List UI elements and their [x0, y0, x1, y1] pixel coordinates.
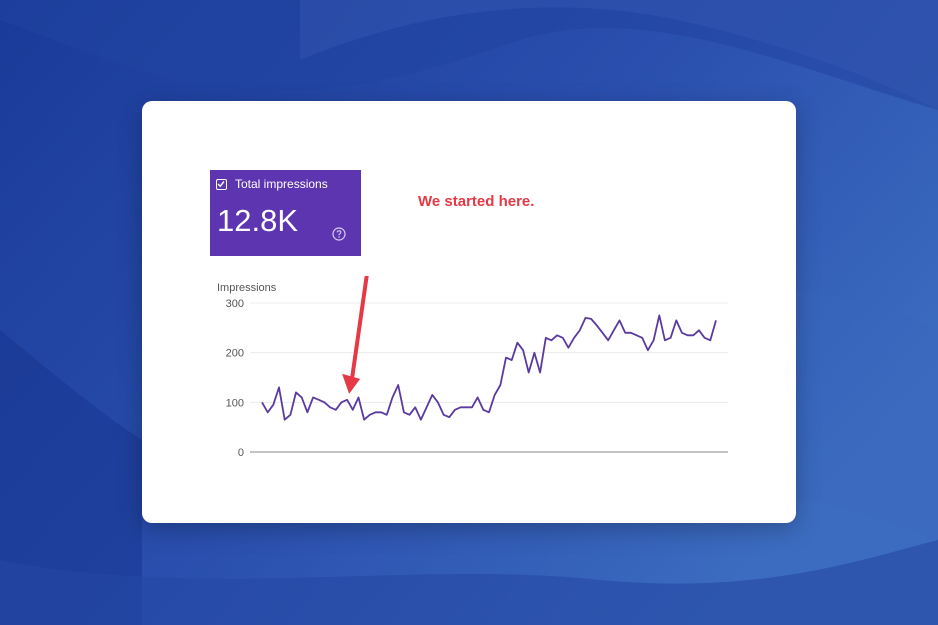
metric-value: 12.8K	[217, 203, 299, 238]
help-circle-icon[interactable]	[332, 227, 346, 241]
annotation-arrow-head	[342, 373, 361, 394]
y-tick-label: 100	[226, 397, 244, 409]
impressions-series-line	[261, 314, 717, 421]
y-tick-label: 0	[238, 447, 244, 459]
impressions-line-chart: Impressions 300 200 100 0	[217, 276, 728, 459]
metric-label: Total impressions	[235, 177, 328, 191]
checkbox-icon[interactable]	[216, 179, 227, 190]
y-tick-label: 300	[226, 298, 244, 310]
y-axis-label: Impressions	[217, 282, 277, 294]
annotation-label: We started here.	[418, 193, 535, 210]
annotation-arrow-shaft	[350, 276, 369, 380]
chart-card: Total impressions 12.8K We started here.…	[142, 101, 796, 523]
total-impressions-metric[interactable]: Total impressions 12.8K	[210, 170, 361, 256]
y-tick-label: 200	[226, 348, 244, 360]
